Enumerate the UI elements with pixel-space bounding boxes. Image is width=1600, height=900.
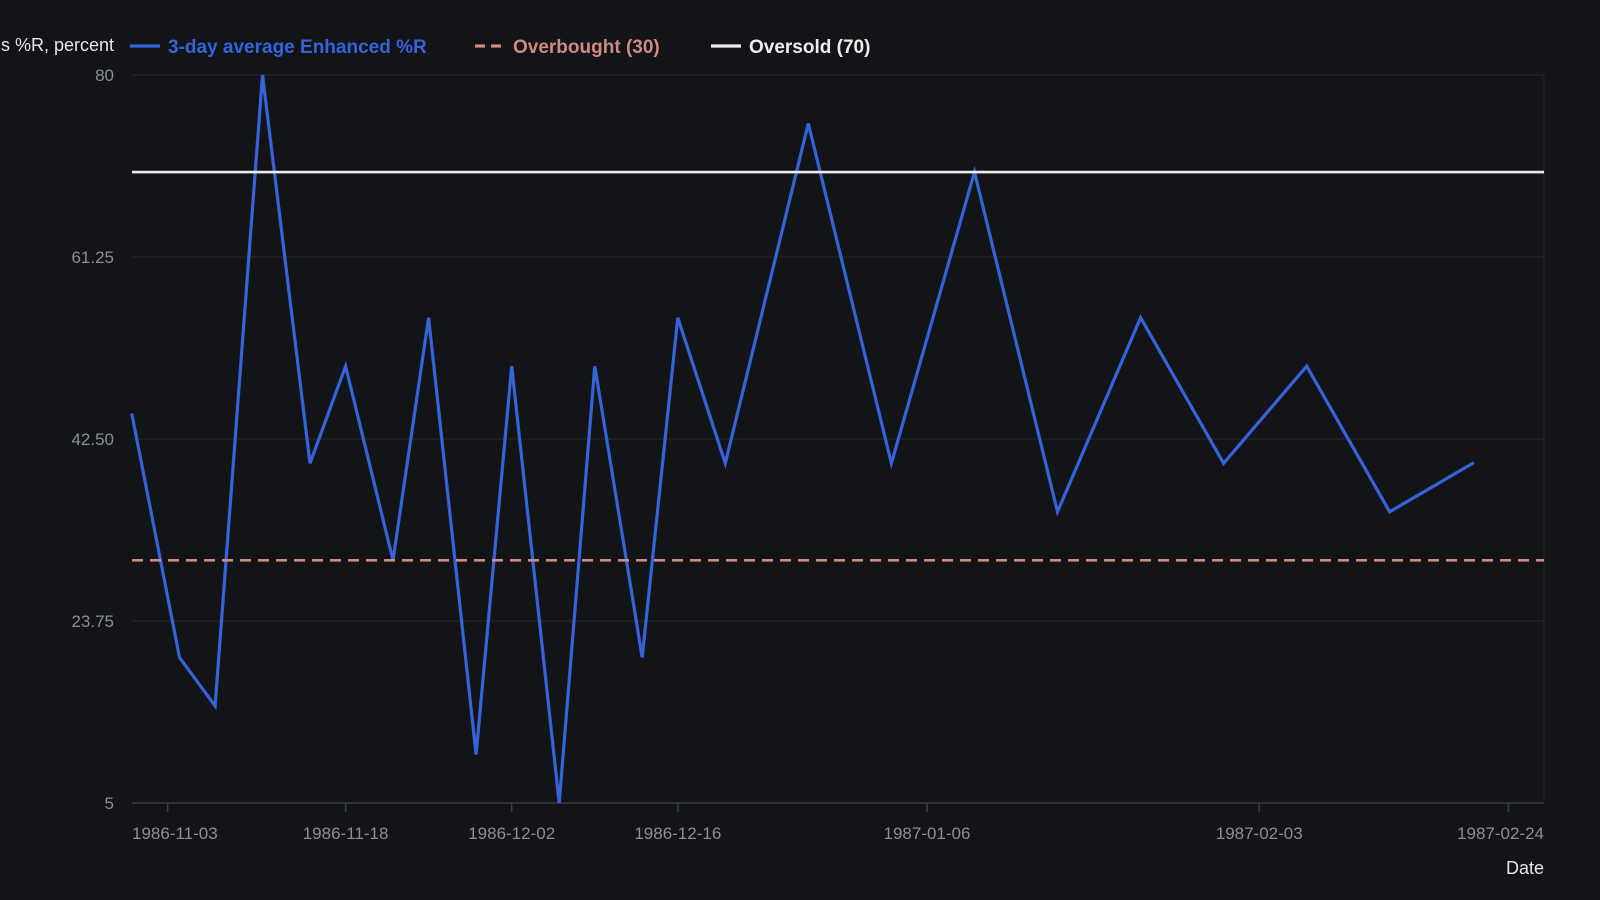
axes: 80 61.25 42.50 23.75 5 1986-11-03 1986-11-18 19… <box>71 66 1544 843</box>
y-axis-title: Williams %R, percent <box>0 35 114 55</box>
y-tick-label: 5 <box>105 794 114 813</box>
x-tick-label: 1986-11-03 <box>132 824 218 843</box>
legend-label: 3-day average Enhanced %R <box>168 37 427 58</box>
y-tick-label: 42.50 <box>71 430 114 449</box>
y-tick-label: 23.75 <box>71 612 114 631</box>
x-tick-label: 1986-12-02 <box>468 824 555 843</box>
legend-item-overbought[interactable]: Overbought (30) <box>475 37 660 58</box>
series-line-enhanced-r <box>130 74 1475 804</box>
x-tick-label: 1987-02-03 <box>1216 824 1303 843</box>
grid <box>132 74 1545 804</box>
x-tick-label: 1987-01-06 <box>884 824 971 843</box>
y-tick-label: 80 <box>95 66 114 85</box>
legend-label: Overbought (30) <box>513 37 660 58</box>
legend-item-oversold[interactable]: Oversold (70) <box>711 37 870 58</box>
legend-label: Oversold (70) <box>749 37 870 58</box>
x-tick-label: 1987-02-24 <box>1457 824 1544 843</box>
x-axis-title: Date <box>1506 858 1544 878</box>
y-tick-label: 61.25 <box>71 248 114 267</box>
series-layer <box>130 74 1544 804</box>
legend: 3-day average Enhanced %R Overbought (30)… <box>130 37 870 58</box>
x-tick-label: 1986-12-16 <box>634 824 721 843</box>
legend-item-enhanced-r[interactable]: 3-day average Enhanced %R <box>130 37 427 58</box>
x-tick-label: 1986-11-18 <box>303 824 389 843</box>
